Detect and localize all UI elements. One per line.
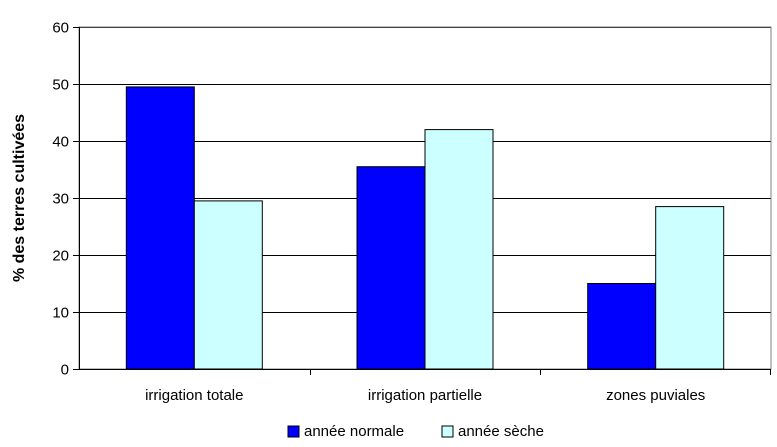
bar-normal-1 — [356, 166, 426, 370]
y-tick-label: 10 — [52, 305, 69, 322]
legend: année normale année sèche — [287, 423, 544, 440]
bars — [125, 86, 725, 370]
y-tick-label: 30 — [52, 191, 69, 208]
y-tick-label: 50 — [52, 77, 69, 94]
legend-label-dry: année sèche — [458, 423, 544, 440]
x-category-label: irrigation totale — [145, 387, 243, 404]
y-tick-labels: 0 10 20 30 40 50 60 — [52, 20, 69, 379]
bar-normal-0 — [125, 86, 195, 370]
y-tick-label: 0 — [61, 362, 69, 379]
bar-normal-2 — [587, 283, 657, 370]
legend-label-normal: année normale — [304, 423, 404, 440]
y-axis-title: % des terres cultivées — [11, 114, 28, 282]
legend-swatch-dry — [441, 425, 454, 438]
y-tick-label: 40 — [52, 134, 69, 151]
x-category-labels: irrigation totale irrigation partielle zon… — [145, 387, 705, 404]
bar-dry-1 — [424, 129, 494, 370]
y-tick-label: 60 — [52, 20, 69, 37]
y-tick-label: 20 — [52, 248, 69, 265]
legend-swatch-normal — [287, 425, 300, 438]
bar-dry-2 — [655, 206, 725, 370]
x-category-label: irrigation partielle — [368, 387, 482, 404]
x-category-label: zones puviales — [606, 387, 705, 404]
axes — [73, 27, 771, 375]
bar-dry-0 — [193, 200, 263, 370]
